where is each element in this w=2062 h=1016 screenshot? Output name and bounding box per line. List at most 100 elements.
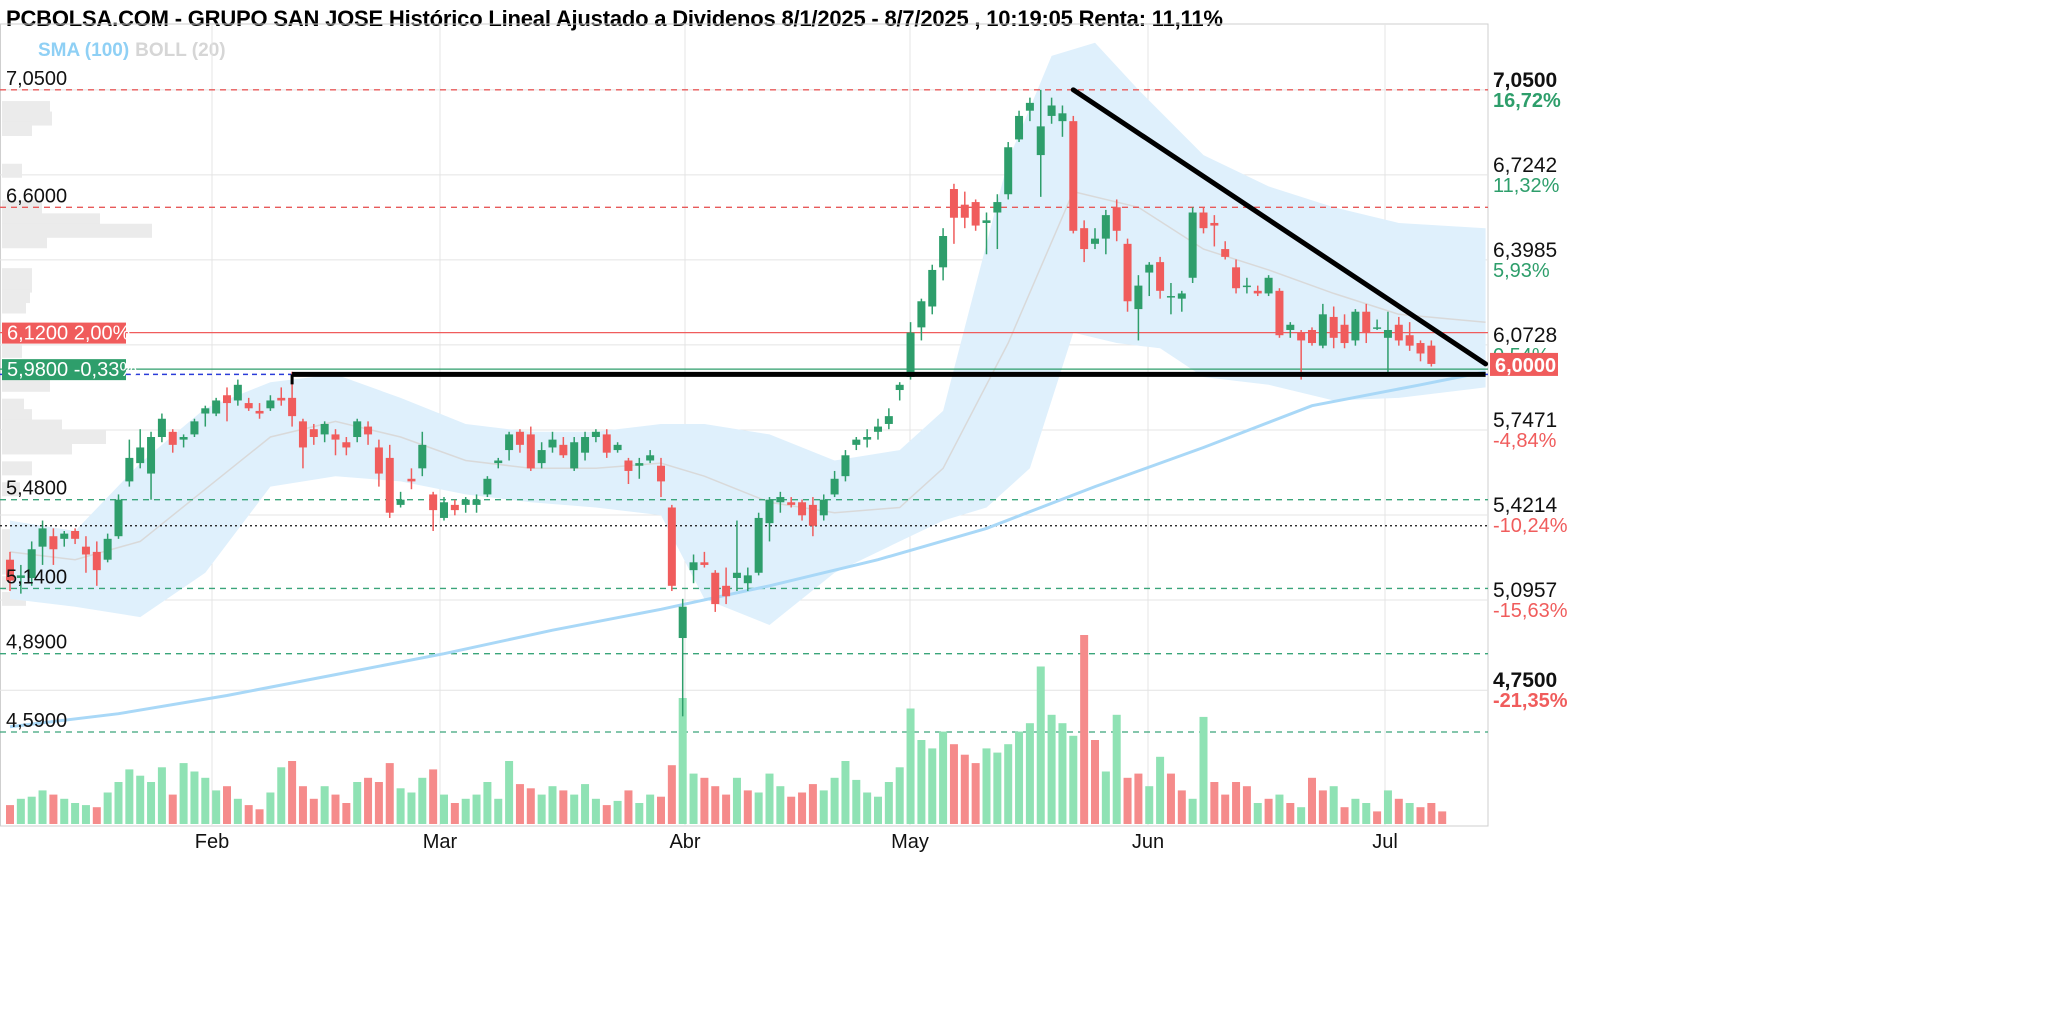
volume-bar bbox=[136, 775, 145, 824]
candle bbox=[429, 491, 438, 531]
candle bbox=[27, 541, 36, 586]
volume-bar bbox=[830, 777, 839, 824]
volume-bar bbox=[754, 792, 763, 824]
candle bbox=[754, 512, 763, 576]
candle-body bbox=[960, 204, 969, 218]
volume-bar bbox=[526, 788, 535, 824]
candle-body bbox=[374, 447, 383, 474]
volume-bar bbox=[765, 773, 774, 824]
candle bbox=[266, 395, 275, 411]
candle-body bbox=[92, 551, 101, 571]
candle bbox=[949, 183, 958, 244]
month-label: Jun bbox=[1132, 831, 1164, 853]
candle-body bbox=[1383, 329, 1392, 338]
horizontal-levels bbox=[0, 89, 1488, 733]
legend-boll[interactable]: BOLL (20) bbox=[135, 40, 226, 61]
volume-bar bbox=[1416, 807, 1425, 824]
candle-body bbox=[179, 437, 188, 440]
axes: Feb Mar Abr May Jun Jul 7,0500 6,6000 5,4800 5,14… bbox=[6, 68, 1568, 853]
candle bbox=[353, 418, 362, 443]
candle bbox=[440, 497, 448, 521]
volume-bar bbox=[559, 790, 568, 824]
candle-body bbox=[852, 439, 861, 445]
candle-body bbox=[342, 442, 351, 448]
volume-bar bbox=[440, 794, 448, 824]
candle bbox=[1286, 322, 1295, 338]
volume-bar bbox=[1199, 716, 1208, 824]
candle bbox=[1004, 142, 1013, 200]
level-label: 4,5900 bbox=[6, 710, 67, 732]
candle-body bbox=[624, 460, 633, 471]
candle bbox=[1275, 288, 1284, 338]
candle-body bbox=[125, 457, 134, 482]
candle bbox=[212, 397, 221, 417]
candle-body bbox=[49, 536, 58, 550]
candle-body bbox=[1221, 249, 1230, 257]
candle bbox=[1036, 89, 1045, 197]
candle-body bbox=[1394, 324, 1403, 341]
candle bbox=[298, 418, 307, 469]
candle-body bbox=[494, 460, 503, 464]
candle-body bbox=[1199, 212, 1208, 229]
candle bbox=[157, 413, 166, 443]
candle bbox=[895, 382, 904, 401]
volume-bar bbox=[1156, 756, 1165, 824]
volume-bar bbox=[819, 790, 828, 824]
volume-bar bbox=[461, 798, 470, 824]
candle-body bbox=[1156, 262, 1165, 291]
volume-bar bbox=[385, 763, 394, 824]
chart-title: PCBOLSA.COM - GRUPO SAN JOSE Histórico L… bbox=[6, 6, 1223, 31]
candle-body bbox=[1373, 327, 1382, 329]
volume-bar bbox=[81, 805, 90, 824]
volume-bar bbox=[201, 777, 210, 824]
volume-bar bbox=[776, 786, 785, 824]
candle-body bbox=[483, 478, 492, 495]
volume-bar bbox=[450, 803, 459, 824]
candle-body bbox=[190, 421, 199, 435]
legend-sma[interactable]: SMA (100) bbox=[38, 40, 130, 61]
candle-body bbox=[1329, 316, 1338, 338]
volume-bar bbox=[700, 777, 709, 824]
trend-lines[interactable] bbox=[290, 87, 1489, 385]
candle bbox=[38, 520, 47, 565]
volume-bar bbox=[1253, 803, 1262, 824]
candle-body bbox=[320, 423, 329, 435]
candle bbox=[505, 431, 514, 461]
candle-body bbox=[928, 269, 937, 307]
volume-bar bbox=[27, 796, 36, 824]
volume-bar bbox=[472, 794, 481, 824]
candle bbox=[1427, 340, 1436, 367]
volume-bar bbox=[732, 777, 741, 824]
right-price-label: 5,4214 bbox=[1493, 494, 1558, 517]
candle bbox=[1340, 314, 1349, 349]
volume-bar bbox=[298, 786, 307, 824]
volume-bar bbox=[255, 809, 264, 824]
candle-body bbox=[288, 397, 297, 417]
volume-bar bbox=[418, 777, 427, 824]
volume-bar bbox=[798, 792, 807, 824]
volume-bar bbox=[581, 784, 590, 824]
candle bbox=[646, 450, 655, 464]
candle bbox=[331, 429, 340, 456]
candle bbox=[1394, 316, 1403, 346]
volume-profile-bar bbox=[2, 234, 47, 249]
volume-bar bbox=[364, 777, 373, 824]
candle-body bbox=[1242, 285, 1251, 288]
candle bbox=[407, 468, 416, 490]
candle-body bbox=[1210, 222, 1219, 226]
volume-bar bbox=[1080, 635, 1089, 824]
candle-body bbox=[1166, 296, 1175, 298]
candle-body bbox=[613, 444, 622, 451]
candle-body bbox=[1004, 147, 1013, 195]
candle-body bbox=[298, 421, 307, 448]
candle-body bbox=[874, 426, 882, 432]
volume-bar bbox=[689, 773, 698, 824]
candle-body bbox=[81, 546, 90, 555]
candle bbox=[1166, 282, 1175, 315]
candle bbox=[993, 194, 1002, 250]
candle bbox=[515, 429, 524, 453]
volume-bar bbox=[537, 794, 546, 824]
volume-bar bbox=[863, 792, 872, 824]
volume-bar bbox=[548, 786, 557, 824]
